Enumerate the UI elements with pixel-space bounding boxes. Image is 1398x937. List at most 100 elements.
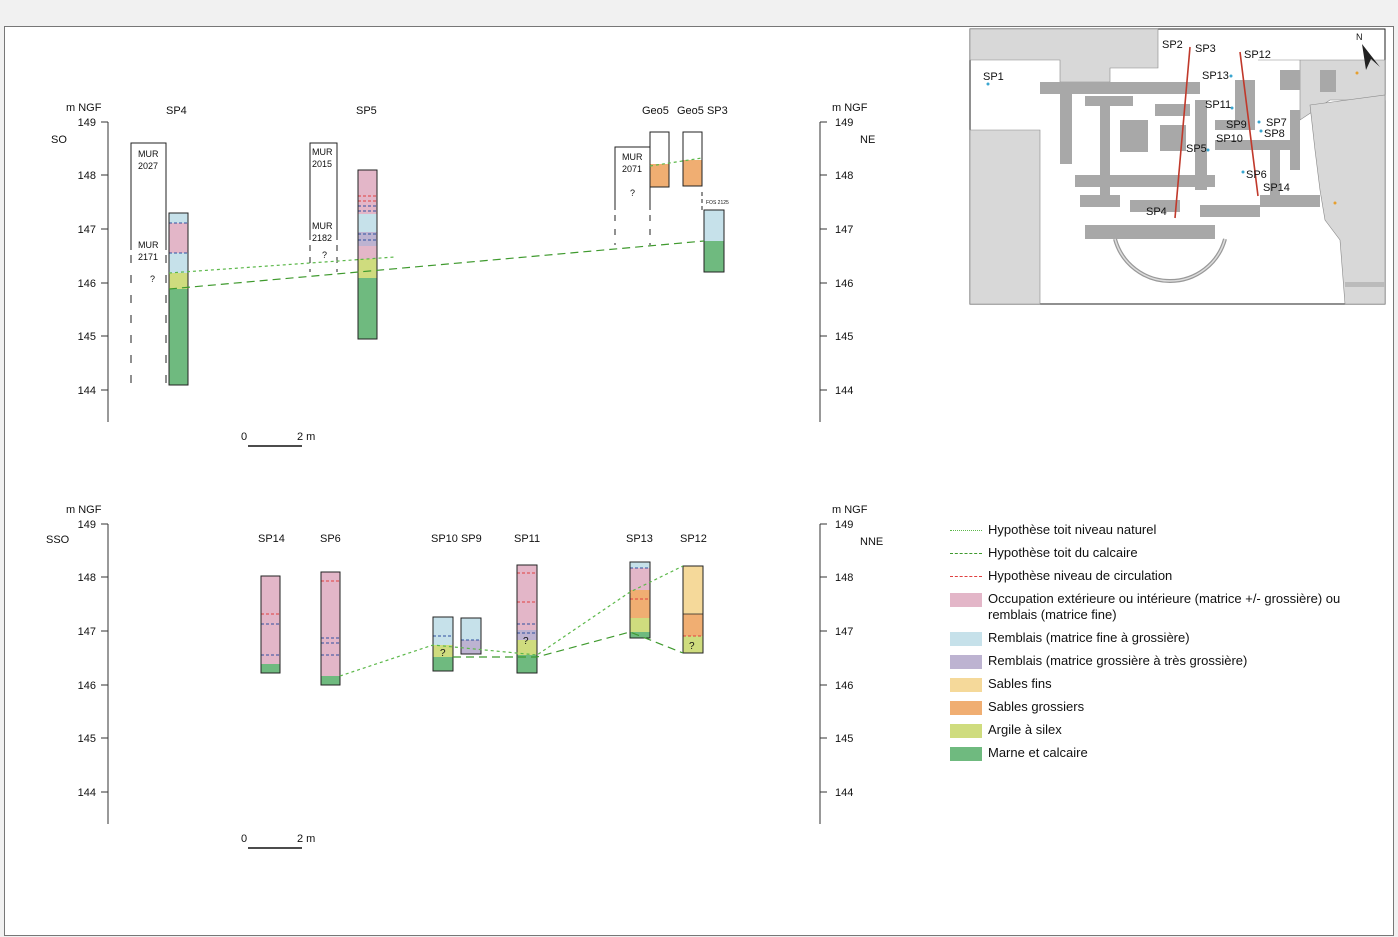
mur-2182-question: ? [322,250,327,260]
label-sp14: SP14 [258,533,285,545]
panel1-ticks-right: 149 148 147 146 145 144 [820,117,853,397]
panel1-orient-right: NE [860,134,875,146]
wall-mur-2015: MUR 2015 MUR 2182 ? [309,142,338,272]
panel1-rtick-148: 148 [835,170,853,182]
panel-bottom: m NGF SSO 149 148 147 146 145 144 m NGF … [46,504,883,849]
legend: Hypothèse toit niveau naturel Hypothèse … [950,522,1370,768]
legend-item-circulation: Hypothèse niveau de circulation [950,568,1370,584]
wall-mur-2027: MUR 2027 MUR 2171 ? [130,142,167,392]
panel1-rtick-144: 144 [835,385,853,397]
mur-2027-label-2: 2027 [138,161,158,171]
p2-hyp-calcaire [453,631,684,658]
panel2-rtick-147: 147 [835,626,853,638]
column-geo5-b [682,131,703,187]
panel2-ticks-right: 149 148 147 146 145 144 [820,519,853,799]
panel2-tick-147: 147 [78,626,96,638]
panel1-rtick-149: 149 [835,117,853,129]
map-sp2: SP2 [1162,39,1183,51]
panel1-tick-147: 147 [78,224,96,236]
legend-label: Hypothèse toit du calcaire [988,545,1138,560]
panel2-rtick-146: 146 [835,680,853,692]
label-geo5: Geo5 [642,105,669,117]
mur-2015-label-2: 2015 [312,159,332,169]
legend-line-circulation-icon [950,576,982,577]
legend-item-remblais-fin: Remblais (matrice fine à grossière) [950,630,1370,646]
legend-swatch-argile [950,724,982,738]
legend-item-sables-fins: Sables fins [950,676,1370,692]
map-sp11: SP11 [1205,99,1231,111]
legend-item-naturel: Hypothèse toit niveau naturel [950,522,1370,538]
column-sp14 [260,575,281,674]
column-sp11: ? [516,564,538,674]
label-sp6: SP6 [320,533,341,545]
label-sp13: SP13 [626,533,653,545]
panel1-tick-144: 144 [78,385,96,397]
legend-label: Marne et calcaire [988,745,1088,760]
column-sp5 [357,169,378,340]
mur-2071-question: ? [630,188,635,198]
site-map-inset: SP1 SP2 SP3 SP12 SP13 SP11 SP9 SP7 SP10 … [969,28,1386,305]
map-sp6: SP6 [1246,169,1267,181]
mur-2171-label-2: 2171 [138,252,158,262]
panel2-orient-left: SSO [46,534,70,546]
legend-line-calcaire-icon [950,553,982,554]
panel2-tick-145: 145 [78,733,96,745]
legend-swatch-occupation [950,593,982,607]
map-sp1: SP1 [983,71,1004,83]
panel2-tick-146: 146 [78,680,96,692]
legend-label: Sables grossiers [988,699,1085,714]
legend-swatch-sables-grossiers [950,701,982,715]
column-sp3: FOS 2125 [701,192,729,273]
label-sp10-sp9: SP10 SP9 [431,533,482,545]
sp10-question: ? [440,648,446,659]
legend-line-naturel-icon [950,530,982,531]
sp12-question: ? [689,641,695,652]
legend-swatch-remblais-grossier [950,655,982,669]
map-sp8: SP8 [1264,128,1285,140]
sp11-question: ? [523,636,529,647]
panel1-rtick-147: 147 [835,224,853,236]
legend-label: Hypothèse niveau de circulation [988,568,1173,583]
legend-label: Occupation extérieure ou intérieure (mat… [988,591,1341,622]
legend-label: Remblais (matrice fine à grossière) [988,630,1190,645]
map-sp14: SP14 [1263,182,1290,194]
legend-item-calcaire: Hypothèse toit du calcaire [950,545,1370,561]
legend-swatch-sables-fins [950,678,982,692]
north-arrow-icon: N [1356,32,1380,70]
map-point-dots [986,74,1263,174]
legend-label: Hypothèse toit niveau naturel [988,522,1157,537]
mur-2182-label-2: 2182 [312,233,332,243]
panel2-orient-right: NNE [860,536,883,548]
mur-2027-label-1: MUR [138,149,159,159]
panel2-rtick-149: 149 [835,519,853,531]
legend-item-argile: Argile à silex [950,722,1370,738]
column-sp9 [460,617,482,655]
column-geo5-a [649,131,670,188]
column-sp4 [168,212,189,386]
mur-2171-question: ? [150,274,155,284]
p1-hyp-calcaire [168,240,705,290]
panel1-rtick-145: 145 [835,331,853,343]
panel2-rtick-148: 148 [835,572,853,584]
map-buildings [1040,70,1336,239]
map-sp4: SP4 [1146,206,1167,218]
mur-2171-label-1: MUR [138,240,159,250]
p2-scale-label: 2 m [297,833,315,845]
p1-hyp-naturel-geo5 [649,157,703,167]
map-labels: SP1 SP2 SP3 SP12 SP13 SP11 SP9 SP7 SP10 … [983,39,1290,218]
legend-swatch-remblais-fin [950,632,982,646]
panel1-unit-right: m NGF [832,102,868,114]
map-sp5: SP5 [1186,143,1207,155]
north-label: N [1356,32,1363,42]
panel2-tick-144: 144 [78,787,96,799]
p1-hyp-naturel [168,256,396,274]
p1-scale-label: 2 m [297,431,315,443]
legend-label: Argile à silex [988,722,1062,737]
mur-2071-label-1: MUR [622,152,643,162]
wall-mur-2071: MUR 2071 ? [614,146,651,245]
label-sp11: SP11 [514,533,540,545]
panel1-orient-left: SO [51,134,67,146]
panel2-tick-148: 148 [78,572,96,584]
column-sp12: ? [682,565,704,654]
